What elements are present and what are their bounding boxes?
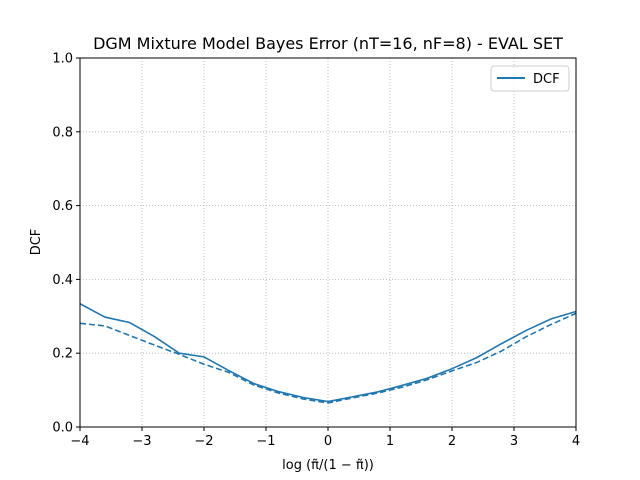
y-tick-label: 1.0 bbox=[52, 52, 73, 67]
legend-box bbox=[490, 65, 570, 92]
series-line-dcf bbox=[79, 303, 577, 403]
x-tick-label: 2 bbox=[448, 434, 456, 449]
x-tick-label: −3 bbox=[132, 434, 151, 449]
y-tick-label: 0.0 bbox=[52, 421, 73, 436]
x-tick-label: −2 bbox=[194, 434, 213, 449]
x-tick-label: 3 bbox=[510, 434, 518, 449]
series-line-dashed bbox=[79, 312, 577, 404]
x-tick-label: 0 bbox=[324, 434, 332, 449]
series-lines bbox=[79, 303, 577, 404]
y-tick-label: 0.6 bbox=[52, 199, 73, 214]
y-axis-label: DCF bbox=[29, 229, 44, 256]
plot-frame bbox=[79, 57, 577, 428]
y-tick-label: 0.4 bbox=[52, 273, 73, 288]
x-tick-label: 1 bbox=[386, 434, 394, 449]
grid bbox=[79, 57, 577, 428]
ticks: −4 −3 −2 −1 0 1 2 3 4 0.0 0.2 0.4 0.6 0.8 1.0 bbox=[52, 52, 580, 450]
chart-title: DGM Mixture Model Bayes Error (nT=16, nF… bbox=[93, 34, 563, 53]
x-tick-label: 4 bbox=[572, 434, 580, 449]
legend: DCF bbox=[490, 65, 570, 92]
y-tick-label: 0.2 bbox=[52, 347, 73, 362]
x-tick-label: −1 bbox=[256, 434, 275, 449]
y-tick-label: 0.8 bbox=[52, 125, 73, 140]
x-axis-label: log (π̃/(1 − π̃)) bbox=[282, 458, 374, 473]
legend-label-dcf: DCF bbox=[533, 72, 560, 87]
x-tick-label: −4 bbox=[70, 434, 89, 449]
